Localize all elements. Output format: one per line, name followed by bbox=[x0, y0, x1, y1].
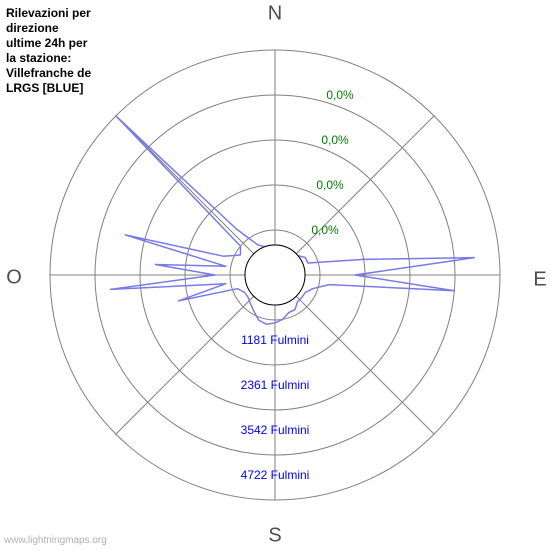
ring-top-label: 0,0% bbox=[316, 178, 343, 192]
dir-e: E bbox=[533, 269, 546, 292]
ring-bottom-label: 4722 Fulmini bbox=[241, 468, 310, 482]
ring-top-label: 0,0% bbox=[311, 223, 338, 237]
dir-o: O bbox=[6, 267, 22, 290]
ring-top-label: 0,0% bbox=[321, 133, 348, 147]
ring-bottom-label: 2361 Fulmini bbox=[241, 378, 310, 392]
dir-s: S bbox=[268, 525, 281, 548]
title-l6: LRGS [BLUE] bbox=[6, 81, 83, 95]
dir-n: N bbox=[268, 3, 282, 26]
attribution: www.lightningmaps.org bbox=[4, 535, 107, 546]
title-l3: ultime 24h per bbox=[6, 36, 87, 50]
title-l2: direzione bbox=[6, 21, 59, 35]
title-l1: Rilevazioni per bbox=[6, 6, 91, 20]
ring-top-label: 0,0% bbox=[326, 88, 353, 102]
chart-title: Rilevazioni per direzione ultime 24h per… bbox=[6, 6, 91, 96]
ring-bottom-label: 3542 Fulmini bbox=[241, 423, 310, 437]
title-l5: Villefranche de bbox=[6, 66, 91, 80]
title-l4: la stazione: bbox=[6, 51, 71, 65]
ring-bottom-label: 1181 Fulmini bbox=[241, 333, 309, 347]
